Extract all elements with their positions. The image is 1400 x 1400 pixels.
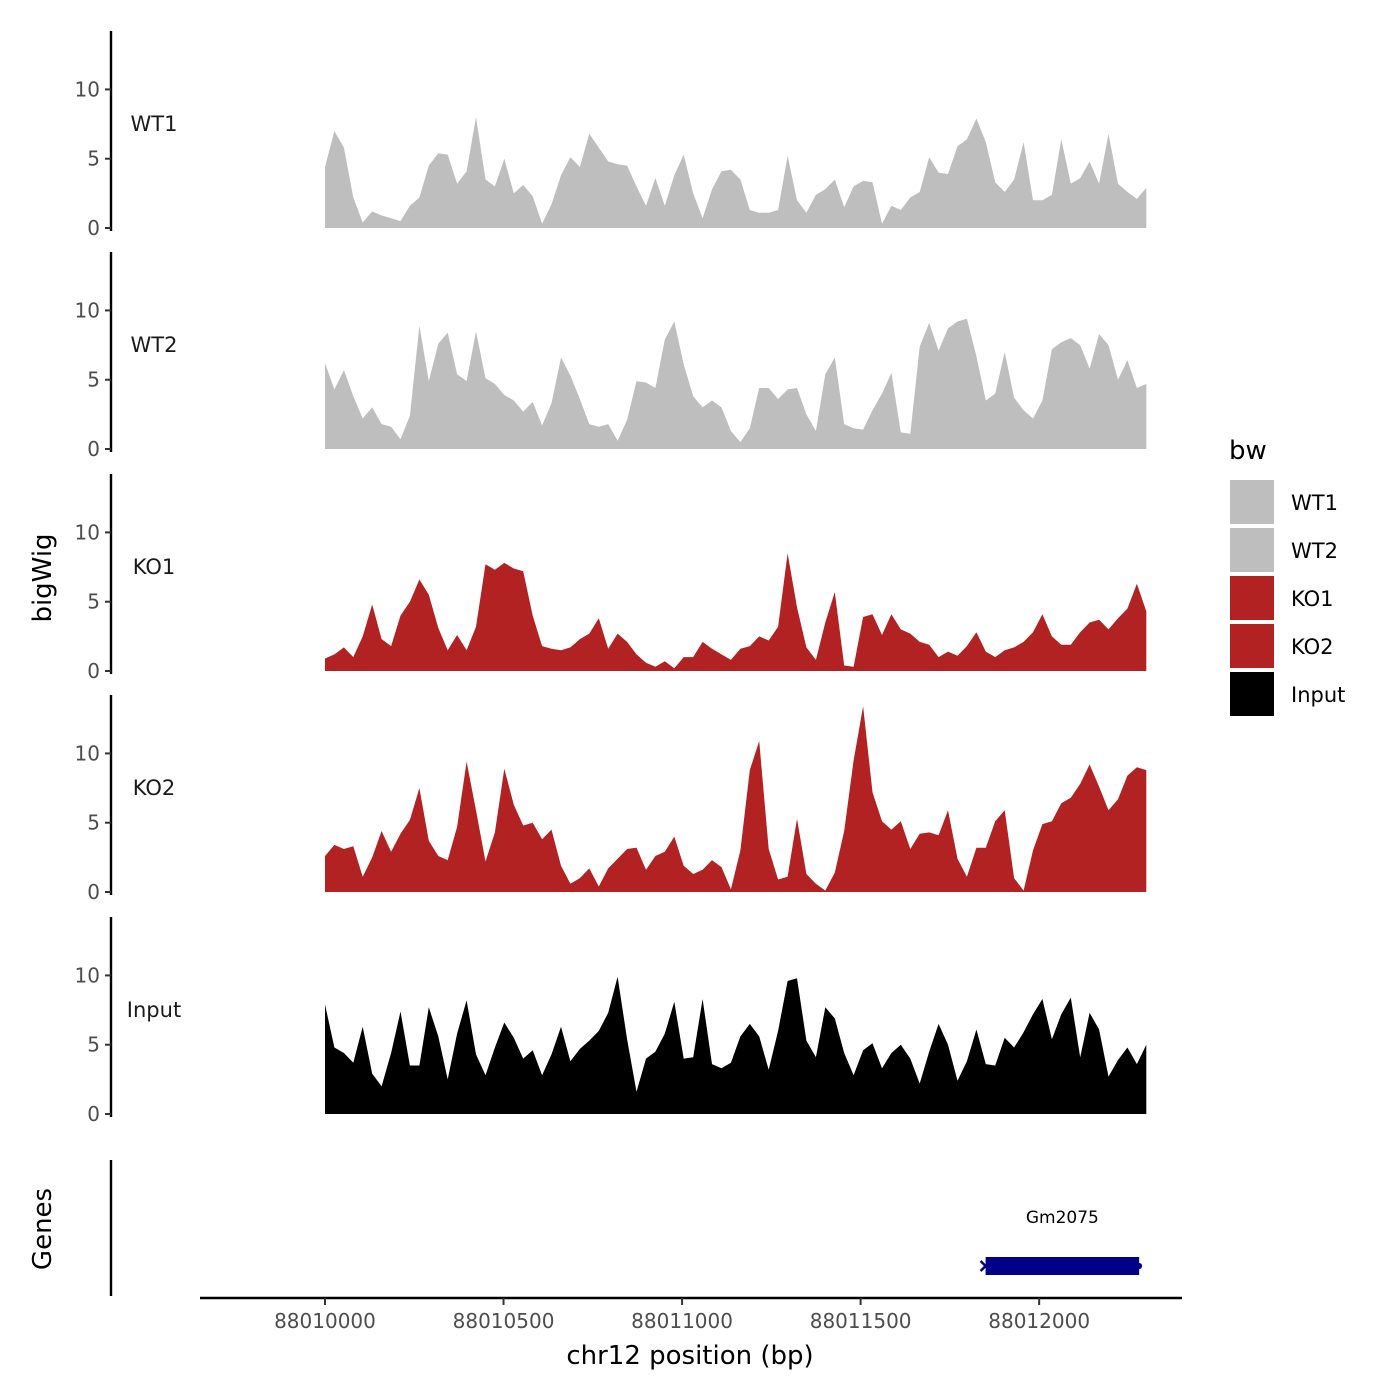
y-tick-label: 5 (87, 811, 100, 835)
x-axis-title: chr12 position (bp) (566, 1341, 813, 1371)
y-tick-label: 5 (87, 147, 100, 171)
track-wt2: 0 5 10 WT2 (75, 252, 1147, 461)
track-ko1: 0 5 10 KO1 (75, 474, 1147, 683)
y-tick-label: 10 (75, 77, 100, 101)
genes-axis-title: Genes (28, 1188, 58, 1270)
track-label-ko1: KO1 (133, 555, 176, 579)
area-input (325, 976, 1147, 1114)
gene-start-marker (979, 1260, 992, 1272)
y-tick-label: 5 (87, 590, 100, 614)
track-wt1: 0 5 10 WT1 (75, 31, 1147, 240)
y-tick-label: 0 (87, 659, 100, 683)
signal-tracks: 0 5 10 WT1 0 5 10 WT2 0 5 10 KO1 0 5 10 KO2 0 5 10 Input (75, 31, 1147, 1126)
legend-label: WT2 (1291, 539, 1338, 563)
area-wt1 (325, 117, 1147, 228)
y-tick-label: 0 (87, 216, 100, 240)
gene-gm2075: Gm2075 (979, 1208, 1143, 1275)
x-tick-label: 88011000 (631, 1309, 733, 1333)
x-tick-label: 88010500 (453, 1309, 555, 1333)
legend-entry-wt2: WT2 (1230, 528, 1338, 572)
y-tick-label: 0 (87, 880, 100, 904)
gene-panel: Gm2075 (109, 1160, 1182, 1300)
gene-body (985, 1257, 1140, 1275)
y-tick-label: 10 (75, 520, 100, 544)
y-tick-label: 0 (87, 1102, 100, 1126)
x-tick-label: 88010000 (274, 1309, 376, 1333)
legend-swatch (1230, 624, 1274, 668)
legend-label: KO2 (1291, 635, 1334, 659)
legend-entry-ko1: KO1 (1230, 576, 1334, 620)
legend-label: Input (1291, 683, 1345, 707)
legend-swatch (1230, 576, 1274, 620)
track-label-ko2: KO2 (133, 776, 176, 800)
track-input: 0 5 10 Input (75, 917, 1147, 1126)
track-label-input: Input (127, 998, 181, 1022)
track-label-wt1: WT1 (131, 112, 178, 136)
x-tick-label: 88012000 (988, 1309, 1090, 1333)
legend-entry-ko2: KO2 (1230, 624, 1334, 668)
gene-label: Gm2075 (1026, 1208, 1099, 1228)
y-tick-label: 5 (87, 1033, 100, 1057)
legend-label: WT1 (1291, 491, 1338, 515)
legend: bw WT1 WT2 KO1 KO2 Input (1229, 436, 1345, 716)
legend-swatch (1230, 528, 1274, 572)
legend-entries: WT1 WT2 KO1 KO2 Input (1230, 480, 1345, 716)
area-wt2 (325, 318, 1147, 449)
x-tick-label: 88011500 (810, 1309, 912, 1333)
y-tick-label: 10 (75, 741, 100, 765)
y-tick-label: 10 (75, 963, 100, 987)
gene-end-marker (1136, 1263, 1143, 1269)
legend-entry-wt1: WT1 (1230, 480, 1338, 524)
legend-title: bw (1229, 436, 1267, 466)
x-axis-ticks: 88010000 88010500 88011000 88011500 88012000 (274, 1298, 1090, 1333)
legend-entry-input: Input (1230, 672, 1345, 716)
legend-swatch (1230, 480, 1274, 524)
y-tick-label: 5 (87, 368, 100, 392)
y-axis-title: bigWig (28, 533, 58, 622)
y-tick-label: 0 (87, 437, 100, 461)
legend-swatch (1230, 672, 1274, 716)
area-ko2 (325, 706, 1147, 892)
y-tick-label: 10 (75, 298, 100, 322)
track-label-wt2: WT2 (131, 333, 178, 357)
track-ko2: 0 5 10 KO2 (75, 695, 1147, 904)
legend-label: KO1 (1291, 587, 1334, 611)
area-ko1 (325, 553, 1147, 671)
